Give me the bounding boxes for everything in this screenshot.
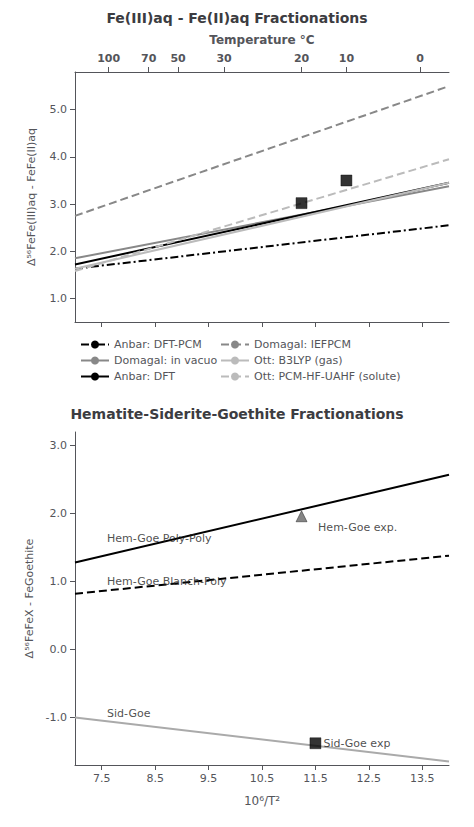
svg-text:8.5: 8.5 (146, 772, 164, 785)
svg-text:-1.0: -1.0 (46, 711, 67, 724)
svg-text:3.0: 3.0 (50, 439, 68, 452)
svg-text:70: 70 (141, 52, 157, 65)
svg-text:11.5: 11.5 (303, 772, 328, 785)
svg-text:13.5: 13.5 (410, 772, 435, 785)
svg-text:Hematite-Siderite-Goethite Fra: Hematite-Siderite-Goethite Fractionation… (70, 406, 403, 422)
svg-text:Sid-Goe exp: Sid-Goe exp (323, 737, 390, 750)
svg-text:1.0: 1.0 (50, 292, 68, 305)
svg-text:0: 0 (416, 52, 424, 65)
svg-text:Sid-Goe: Sid-Goe (107, 707, 151, 720)
svg-text:Δ⁵⁶FeFe(III)aq - FeFe(II)aq: Δ⁵⁶FeFe(III)aq - FeFe(II)aq (25, 128, 38, 266)
svg-text:Hem-Goe exp.: Hem-Goe exp. (318, 521, 397, 534)
svg-text:12.5: 12.5 (357, 772, 382, 785)
svg-text:Hem-Goe Blanch-Poly: Hem-Goe Blanch-Poly (107, 575, 227, 588)
svg-text:Fe(III)aq - Fe(II)aq Fractiona: Fe(III)aq - Fe(II)aq Fractionations (106, 10, 367, 26)
svg-text:Ott: PCM-HF-UAHF (solute): Ott: PCM-HF-UAHF (solute) (254, 370, 401, 383)
svg-text:3.0: 3.0 (50, 198, 68, 211)
svg-text:100: 100 (97, 52, 120, 65)
svg-text:Domagal: in vacuo: Domagal: in vacuo (114, 354, 217, 367)
svg-text:50: 50 (170, 52, 186, 65)
svg-text:Domagal: IEFPCM: Domagal: IEFPCM (254, 338, 351, 351)
svg-text:Ott: B3LYP (gas): Ott: B3LYP (gas) (254, 354, 343, 367)
svg-text:Δ⁵⁶FeFeX - FeGoethite: Δ⁵⁶FeFeX - FeGoethite (23, 538, 36, 658)
svg-text:Hem-Goe Poly-Poly: Hem-Goe Poly-Poly (107, 532, 212, 545)
svg-text:10: 10 (339, 52, 355, 65)
svg-text:7.5: 7.5 (93, 772, 111, 785)
svg-text:20: 20 (294, 52, 310, 65)
svg-text:0.0: 0.0 (50, 643, 68, 656)
svg-text:9.5: 9.5 (200, 772, 218, 785)
svg-text:2.0: 2.0 (50, 245, 68, 258)
svg-text:10⁶/T²: 10⁶/T² (244, 794, 280, 808)
svg-text:4.0: 4.0 (50, 150, 68, 163)
svg-text:2.0: 2.0 (50, 507, 68, 520)
svg-text:1.0: 1.0 (50, 575, 68, 588)
svg-text:Anbar: DFT-PCM: Anbar: DFT-PCM (114, 338, 202, 351)
svg-text:Temperature °C: Temperature °C (209, 33, 314, 47)
svg-text:Anbar: DFT: Anbar: DFT (114, 370, 175, 383)
svg-text:30: 30 (216, 52, 232, 65)
svg-text:10.5: 10.5 (250, 772, 275, 785)
svg-text:5.0: 5.0 (50, 103, 68, 116)
